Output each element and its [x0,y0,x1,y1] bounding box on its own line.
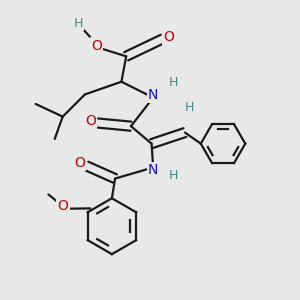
Text: H: H [185,101,194,114]
Text: H: H [74,17,83,30]
Text: O: O [74,156,85,170]
Text: O: O [85,114,96,128]
Text: O: O [91,38,102,52]
Text: N: N [148,88,158,102]
Text: O: O [164,30,174,44]
Text: O: O [58,199,68,213]
Text: H: H [169,169,178,182]
Text: N: N [148,163,158,177]
Text: H: H [169,76,178,89]
